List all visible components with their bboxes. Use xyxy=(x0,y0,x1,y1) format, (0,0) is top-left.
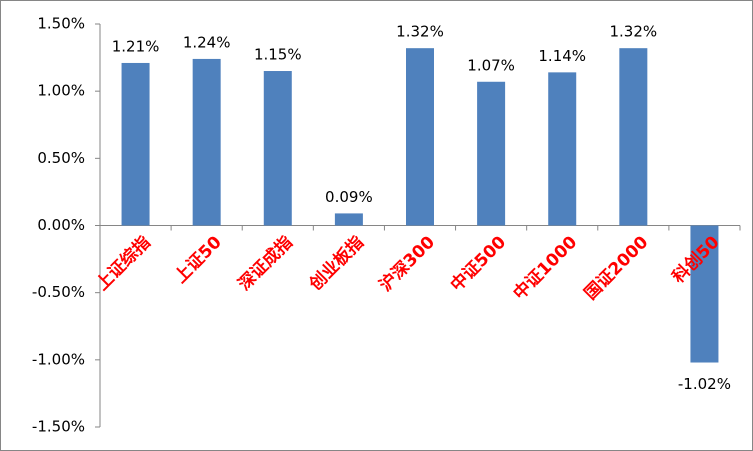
bar xyxy=(334,213,363,226)
y-tick-label: 0.00% xyxy=(37,216,85,234)
value-label: 1.24% xyxy=(183,33,231,51)
bar xyxy=(121,62,150,226)
bar xyxy=(192,58,221,226)
y-tick-label: -1.50% xyxy=(32,418,85,436)
bar xyxy=(477,81,506,226)
bar xyxy=(690,225,719,363)
value-label: 1.14% xyxy=(538,47,586,65)
bar xyxy=(263,71,292,226)
y-tick-label: 1.50% xyxy=(37,15,85,33)
bar xyxy=(548,72,577,226)
value-label: 1.32% xyxy=(610,23,658,41)
y-tick-label: -1.00% xyxy=(32,350,85,368)
value-label: 1.32% xyxy=(396,23,444,41)
y-tick-label: -0.50% xyxy=(32,283,85,301)
bar xyxy=(619,48,648,226)
value-label: 1.15% xyxy=(254,46,302,64)
value-label: 1.07% xyxy=(467,56,515,74)
value-label: 1.21% xyxy=(112,37,160,55)
bar xyxy=(406,48,434,226)
y-tick-label: 0.50% xyxy=(37,149,85,167)
value-label: -1.02% xyxy=(678,375,731,393)
value-label: 0.09% xyxy=(325,188,373,206)
y-tick-label: 1.00% xyxy=(37,82,85,100)
